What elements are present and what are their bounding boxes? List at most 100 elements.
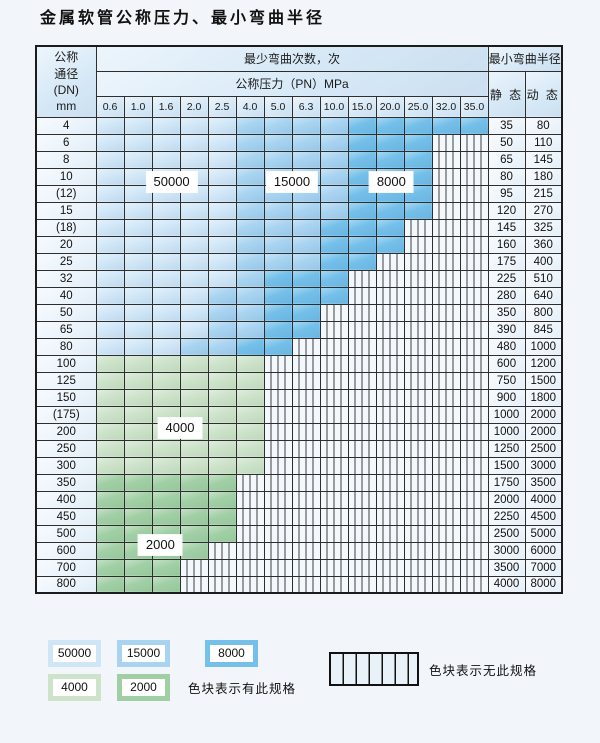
matrix-cell <box>375 303 405 322</box>
matrix-cell <box>403 337 433 356</box>
matrix-cell <box>459 456 489 475</box>
dn-cell: 50 <box>35 303 97 322</box>
matrix-cell <box>319 235 349 254</box>
static-radius-cell: 1250 <box>487 439 526 458</box>
pressure-tick: 5.0 <box>263 95 293 118</box>
dn-cell: (175) <box>35 405 97 424</box>
dn-header-line4: mm <box>56 98 77 113</box>
matrix-cell <box>179 439 209 458</box>
matrix-cell <box>207 303 237 322</box>
static-radius-cell: 1750 <box>487 473 526 492</box>
dn-cell: 8 <box>35 150 97 169</box>
matrix-cell <box>95 167 125 186</box>
matrix-cell <box>291 473 321 492</box>
matrix-cell <box>291 320 321 339</box>
matrix-cell <box>403 422 433 441</box>
matrix-cell <box>403 252 433 271</box>
matrix-cell <box>291 405 321 424</box>
matrix-cell <box>459 337 489 356</box>
matrix-cell <box>403 456 433 475</box>
matrix-cell <box>235 473 265 492</box>
matrix-cell <box>431 439 461 458</box>
matrix-cell <box>319 405 349 424</box>
matrix-cell <box>207 184 237 203</box>
matrix-cell <box>347 456 377 475</box>
matrix-cell <box>179 558 209 577</box>
matrix-cell <box>179 473 209 492</box>
matrix-cell <box>431 422 461 441</box>
matrix-cell <box>459 490 489 509</box>
matrix-cell <box>263 524 293 543</box>
legend-has-spec-text: 色块表示有此规格 <box>188 682 297 696</box>
matrix-cell <box>403 116 433 135</box>
matrix-cell <box>151 473 181 492</box>
matrix-cell <box>431 303 461 322</box>
matrix-cell <box>291 388 321 407</box>
dn-cell: 100 <box>35 354 97 373</box>
matrix-cell <box>179 252 209 271</box>
pressure-tick: 35.0 <box>459 95 489 118</box>
matrix-cell <box>347 269 377 288</box>
matrix-cell <box>263 354 293 373</box>
matrix-cell <box>459 558 489 577</box>
matrix-cell <box>207 490 237 509</box>
page-title: 金属软管公称压力、最小弯曲半径 <box>40 8 326 27</box>
dn-cell: 800 <box>35 575 97 594</box>
dn-cell: 150 <box>35 388 97 407</box>
static-radius-cell: 225 <box>487 269 526 288</box>
dynamic-radius-cell: 6000 <box>524 541 563 560</box>
matrix-cell <box>375 405 405 424</box>
matrix-cell <box>403 286 433 305</box>
legend-swatch-label: 50000 <box>53 645 96 662</box>
static-radius-cell: 1500 <box>487 456 526 475</box>
matrix-cell <box>151 439 181 458</box>
matrix-cell <box>319 439 349 458</box>
matrix-cell <box>431 218 461 237</box>
matrix-cell <box>291 575 321 594</box>
legend-swatch-label: 8000 <box>210 645 253 662</box>
cycle-count-label: 4000 <box>158 418 202 439</box>
matrix-cell <box>151 507 181 526</box>
matrix-cell <box>459 354 489 373</box>
table-row: 250 1250 2500 <box>35 439 563 458</box>
matrix-cell <box>375 371 405 390</box>
matrix-cell <box>263 473 293 492</box>
matrix-cell <box>375 133 405 152</box>
matrix-cell <box>95 116 125 135</box>
legend-swatch-50000: 50000 <box>48 640 101 667</box>
matrix-cell <box>459 218 489 237</box>
static-radius-cell: 1000 <box>487 422 526 441</box>
matrix-cell <box>123 575 153 594</box>
dn-cell: 125 <box>35 371 97 390</box>
dynamic-radius-cell: 4000 <box>524 490 563 509</box>
matrix-cell <box>459 133 489 152</box>
matrix-cell <box>431 405 461 424</box>
dynamic-radius-cell: 215 <box>524 184 563 203</box>
pressure-tick: 1.0 <box>123 95 153 118</box>
matrix-cell <box>291 439 321 458</box>
matrix-cell <box>123 116 153 135</box>
matrix-cell <box>319 541 349 560</box>
matrix-cell <box>235 558 265 577</box>
matrix-cell <box>207 354 237 373</box>
matrix-cell <box>459 524 489 543</box>
matrix-cell <box>347 473 377 492</box>
matrix-cell <box>347 286 377 305</box>
matrix-cell <box>207 252 237 271</box>
matrix-cell <box>319 133 349 152</box>
matrix-cell <box>459 371 489 390</box>
matrix-cell <box>319 507 349 526</box>
matrix-cell <box>207 507 237 526</box>
dn-cell: (12) <box>35 184 97 203</box>
matrix-cell <box>347 405 377 424</box>
table-row: 4 35 80 <box>35 116 563 135</box>
dynamic-radius-cell: 180 <box>524 167 563 186</box>
table-row: 150 900 1800 <box>35 388 563 407</box>
static-radius-cell: 900 <box>487 388 526 407</box>
matrix-cell <box>235 269 265 288</box>
dynamic-radius-cell: 2500 <box>524 439 563 458</box>
matrix-cell <box>319 320 349 339</box>
matrix-cell <box>179 490 209 509</box>
dn-cell: 200 <box>35 422 97 441</box>
matrix-cell <box>179 524 209 543</box>
